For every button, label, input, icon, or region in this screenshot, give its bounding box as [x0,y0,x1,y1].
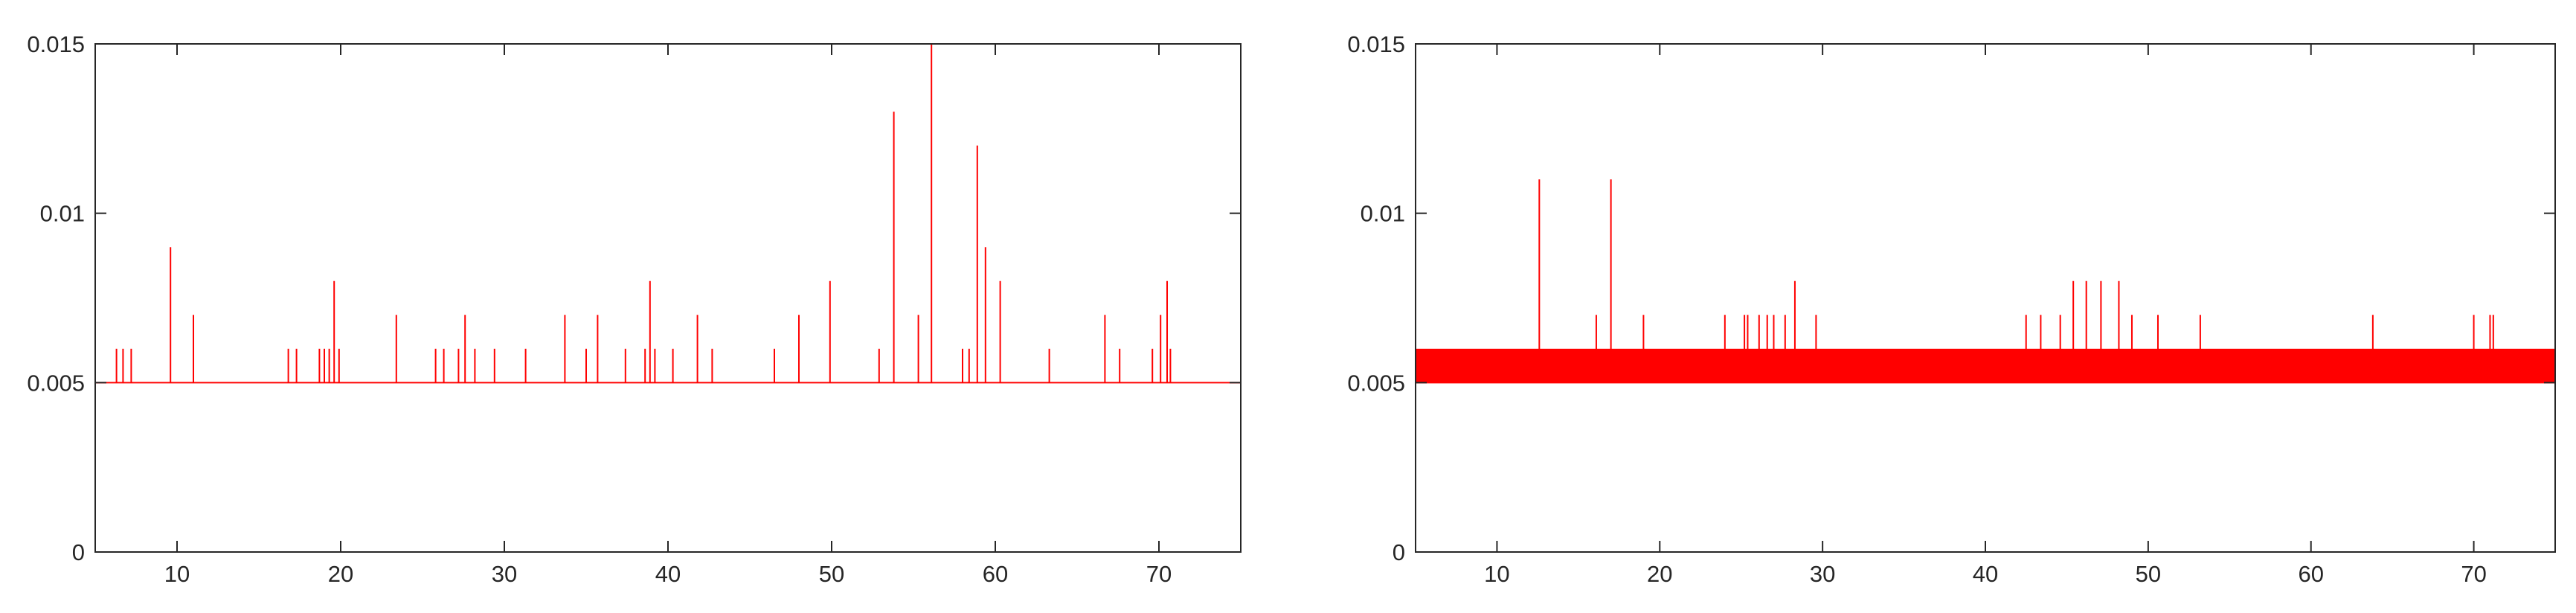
noise-band [1416,348,2555,383]
y-tick-label: 0.015 [1347,31,1405,57]
x-tick-label: 30 [1810,561,1835,587]
y-tick-label: 0.015 [27,31,85,57]
x-tick-label: 60 [2298,561,2323,587]
x-tick-label: 50 [819,561,844,587]
data-layer [1416,179,2555,384]
x-tick-label: 70 [1146,561,1172,587]
y-tick-label: 0.005 [27,370,85,396]
y-tick-label: 0 [1393,539,1405,565]
data-layer [95,44,1241,384]
x-tick-label: 60 [983,561,1008,587]
x-tick-label: 10 [164,561,190,587]
y-tick-label: 0.01 [1361,201,1405,227]
x-tick-label: 10 [1484,561,1509,587]
y-tick-label: 0 [72,539,85,565]
x-tick-label: 50 [2136,561,2161,587]
x-tick-label: 70 [2461,561,2486,587]
y-tick-label: 0.01 [40,201,85,227]
x-tick-label: 20 [328,561,353,587]
chart-right: 10 20 30 40 50 60 70 0 0.005 0.01 0.015 [1347,31,2556,587]
x-tick-label: 20 [1647,561,1672,587]
y-tick-label: 0.005 [1347,370,1405,396]
plot-area [1416,44,2555,552]
x-tick-label: 30 [492,561,517,587]
x-tick-label: 40 [1973,561,1998,587]
chart-left: 10 20 30 40 50 60 70 0 0.005 0.01 0.015 [27,31,1242,587]
plot-area [95,44,1241,552]
x-tick-label: 40 [655,561,681,587]
